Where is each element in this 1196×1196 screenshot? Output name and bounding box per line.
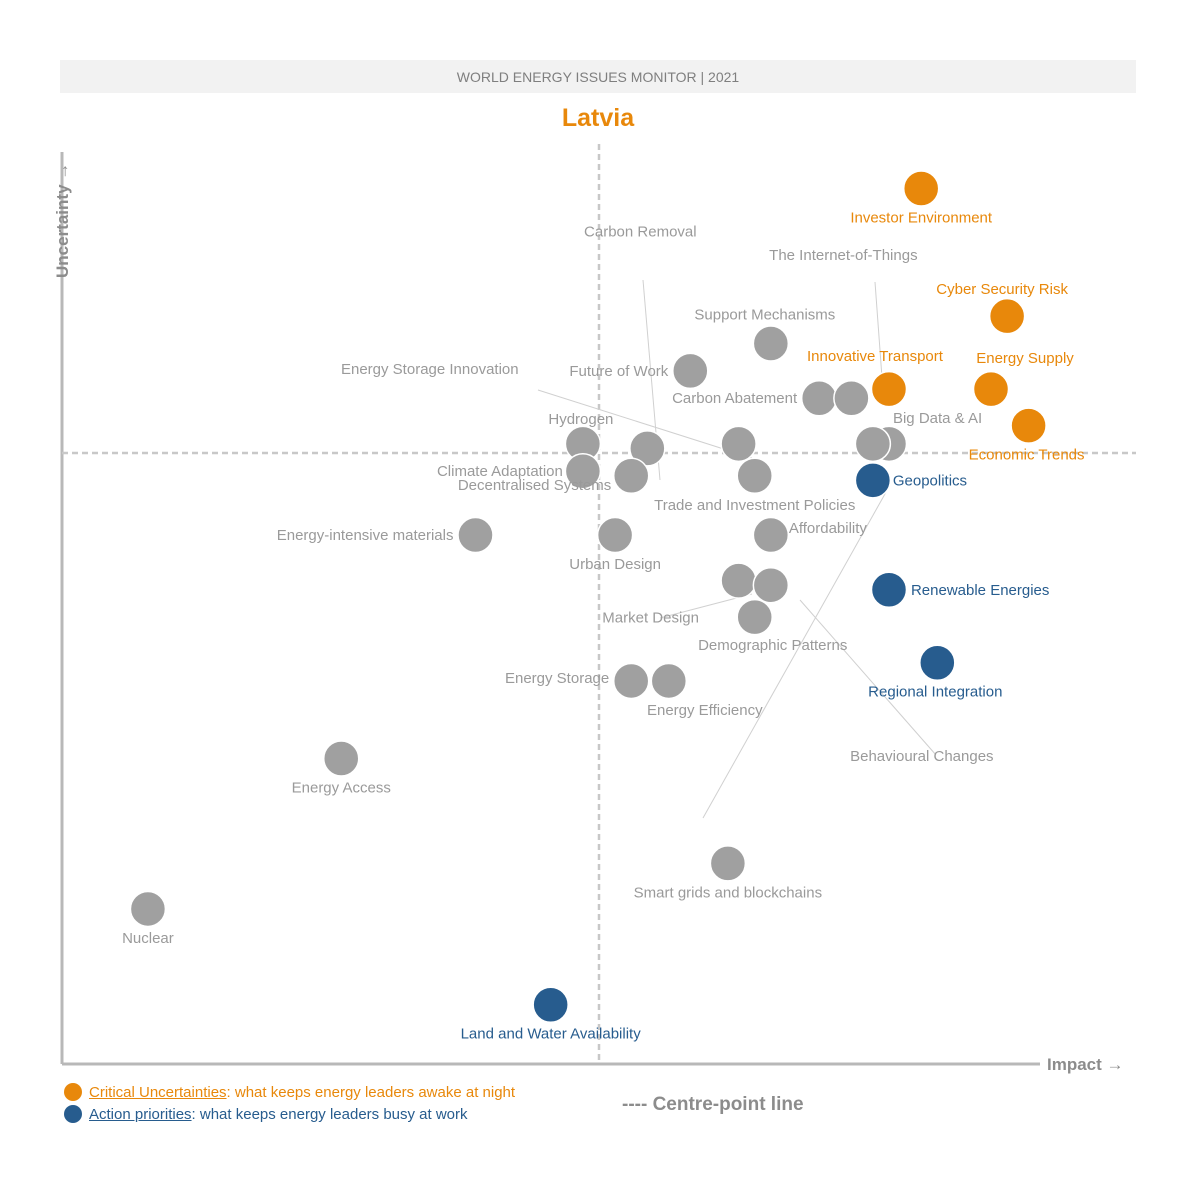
y-axis-label: Uncertainty → (53, 163, 72, 278)
label-the-internet-of-things: The Internet-of-Things (769, 247, 917, 264)
label-land-and-water-availability: Land and Water Availability (461, 1026, 642, 1043)
legend-critical-key: Critical Uncertainties (89, 1083, 227, 1101)
label-energy-intensive-materials: Energy-intensive materials (277, 527, 454, 544)
label-cyber-security-risk: Cyber Security Risk (936, 281, 1068, 298)
point-nuclear (129, 890, 167, 928)
point-geopolitics (854, 462, 892, 499)
centre-point-legend: ---- Centre-point line (622, 1094, 804, 1115)
point-regional-integration (919, 644, 956, 681)
legend-critical-text: : what keeps energy leaders awake at nig… (226, 1083, 516, 1101)
label-demographic-patterns: Demographic Patterns (698, 637, 847, 654)
point-renewable-energies (870, 571, 908, 609)
label-big-data-and-ai: Big Data & AI (893, 410, 982, 427)
point-smart-grids-and-blockchains (709, 845, 747, 882)
point-future-of-work (672, 352, 709, 390)
point-energy-intensive-materials (457, 516, 494, 554)
point-energy-storage (612, 662, 650, 700)
point-carbon-abatement (800, 379, 838, 417)
label-energy-efficiency: Energy Efficiency (647, 702, 763, 719)
point-urban-design (596, 516, 634, 554)
point-investor-environment (902, 170, 940, 207)
label-carbon-abatement: Carbon Abatement (672, 390, 798, 407)
point-energy-supply (972, 370, 1010, 408)
label-economic-trends: Economic Trends (969, 447, 1085, 464)
label-affordability: Affordability (789, 520, 868, 537)
label-geopolitics: Geopolitics (893, 472, 967, 489)
point-market-design (720, 562, 757, 599)
point-trade-and-investment-policies (736, 457, 773, 495)
point-energy-storage-innovation (720, 425, 757, 463)
point-behavioural-changes (752, 566, 790, 604)
chart-title: Latvia (562, 104, 635, 132)
legend-critical-dot (64, 1083, 82, 1101)
label-investor-environment: Investor Environment (850, 209, 993, 226)
point-land-and-water-availability (532, 986, 569, 1023)
point-decentralised-systems (612, 457, 650, 495)
legend-action-text: : what keeps energy leaders busy at work (191, 1105, 468, 1123)
label-behavioural-changes: Behavioural Changes (850, 748, 993, 765)
point-the-internet-of-things (833, 379, 870, 417)
label-climate-adaptation: Climate Adaptation (437, 463, 563, 480)
point-energy-efficiency (650, 662, 688, 700)
x-axis-label: Impact → (1047, 1055, 1124, 1074)
legend-action-dot (64, 1105, 82, 1123)
point-innovative-transport (870, 370, 908, 408)
label-energy-storage-innovation: Energy Storage Innovation (341, 361, 519, 378)
scatter-labels: Investor Environment Cyber Security Risk E… (122, 209, 1084, 1042)
point-climate-adaptation (564, 452, 602, 490)
label-renewable-energies: Renewable Energies (911, 582, 1049, 599)
scatter-points (129, 170, 1047, 1023)
label-future-of-work: Future of Work (569, 363, 668, 380)
point-demographic-patterns (736, 598, 773, 636)
point-affordability (752, 516, 790, 554)
label-hydrogen: Hydrogen (548, 411, 613, 428)
point-carbon-removal (629, 430, 666, 467)
label-carbon-removal: Carbon Removal (584, 223, 697, 240)
legend-action-key: Action priorities (89, 1105, 192, 1123)
label-market-design: Market Design (602, 610, 699, 627)
point-support-mechanisms (752, 325, 790, 362)
point-economic-trends (1010, 407, 1047, 444)
label-urban-design: Urban Design (569, 556, 661, 573)
label-innovative-transport: Innovative Transport (807, 348, 944, 365)
label-trade-and-investment-policies: Trade and Investment Policies (654, 497, 855, 514)
label-regional-integration: Regional Integration (868, 684, 1002, 701)
label-energy-storage: Energy Storage (505, 670, 609, 687)
label-nuclear: Nuclear (122, 930, 174, 947)
legend-critical: Critical Uncertainties : what keeps ener… (64, 1083, 515, 1101)
legend-action: Action priorities : what keeps energy le… (64, 1105, 468, 1123)
point-energy-access (322, 740, 360, 777)
chart-header: WORLD ENERGY ISSUES MONITOR | 2021 (457, 69, 740, 85)
label-decentralised-systems: Decentralised Systems (458, 477, 611, 494)
point-cyber-security-risk (988, 297, 1026, 335)
label-energy-supply: Energy Supply (976, 350, 1074, 367)
label-energy-access: Energy Access (292, 779, 391, 796)
label-support-mechanisms: Support Mechanisms (694, 307, 835, 324)
label-smart-grids-and-blockchains: Smart grids and blockchains (634, 884, 822, 901)
point-unlabeled-14 (854, 425, 892, 463)
header-bar (60, 60, 1136, 93)
